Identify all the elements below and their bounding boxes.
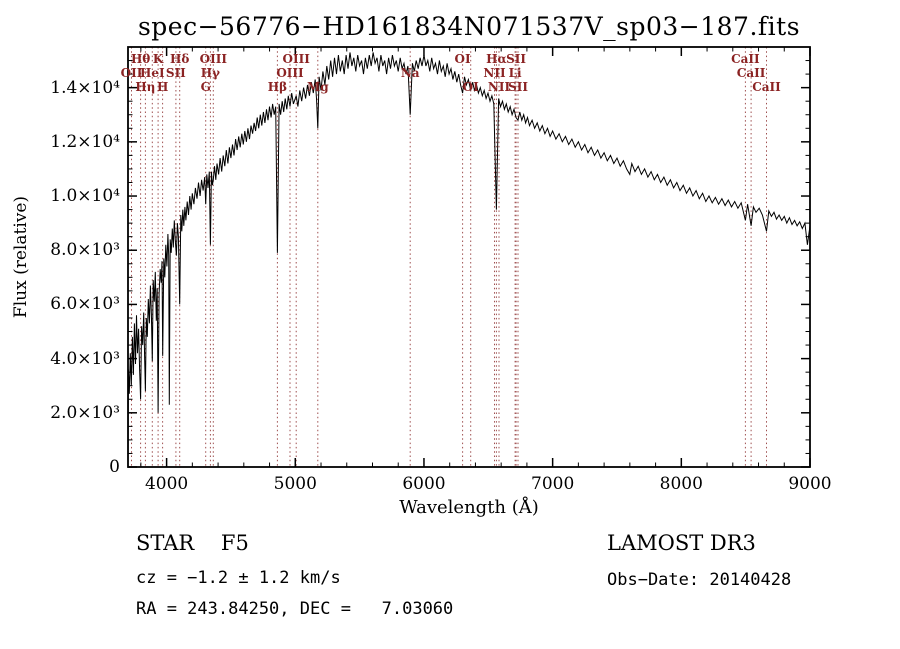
spectral-line-label: CaII [752,80,781,94]
spectral-line-label: Li [508,66,522,80]
spectral-line-label: HeI [140,66,165,80]
y-tick-label: 8.0×10³ [50,240,120,261]
obs-date-text: Obs−Date: 20140428 [607,570,792,590]
y-tick-label: 1.0×10⁴ [50,186,120,207]
spectral-line-label: SII [165,66,186,80]
x-tick-label: 7000 [531,474,575,494]
x-tick-label: 5000 [273,474,317,494]
x-tick-label: 4000 [144,474,189,494]
axis-frame [127,46,811,468]
spectral-line-label: Hβ [267,80,288,94]
spectral-line-label: SII [506,52,527,66]
spectral-line-label: OIII [282,52,310,66]
spectral-line-label: OIII [199,52,227,66]
spectral-line-label: OIII [276,66,304,80]
spectral-line-label: Hθ [130,52,151,66]
x-axis-label: Wavelength (Å) [399,497,539,518]
y-tick-label: 1.4×10⁴ [50,77,120,98]
spectral-line-label: G [200,80,211,94]
spectral-line-label: H [156,80,169,94]
spectral-line-label: NII [487,80,511,94]
plot-title: spec−56776−HD161834N071537V_sp03−187.fit… [137,12,801,41]
spectral-line-label: NII [483,66,506,80]
spectral-line-label: CaII [736,66,766,80]
x-tick-label: 6000 [402,474,446,494]
spectral-line-label: OI [454,52,471,66]
y-tick-label: 4.0×10³ [50,348,120,369]
spectral-line-label: CaII [731,52,760,66]
spectral-line-label: Hγ [200,66,220,80]
y-tick-label: 6.0×10³ [50,294,120,315]
spectral-line-label: SII [508,80,528,94]
spectrum-trace [127,52,811,465]
cz-text: cz = −1.2 ± 1.2 km/s [136,568,341,588]
spectral-line-label: OI [462,80,479,94]
spectral-line-label: OII [120,66,143,80]
y-axis-label: Flux (relative) [11,195,31,319]
spectral-line-label: Hα [486,52,507,66]
classification-text: STAR F5 [136,531,249,555]
spectral-line-label: Hη [135,80,156,94]
spectral-line-label: Na [400,66,420,80]
x-tick-label: 9000 [788,474,832,494]
survey-text: LAMOST DR3 [607,531,756,555]
spectral-line-label: Mg [306,80,329,94]
y-tick-label: 1.2×10⁴ [50,131,120,152]
x-tick-label: 8000 [659,474,703,494]
spectral-line-label: K [152,52,164,66]
y-tick-label: 2.0×10³ [50,402,120,423]
ra-dec-text: RA = 243.84250, DEC = 7.03060 [136,599,454,619]
y-tick-label: 0 [109,457,120,477]
spectral-line-label: Hδ [170,52,190,66]
